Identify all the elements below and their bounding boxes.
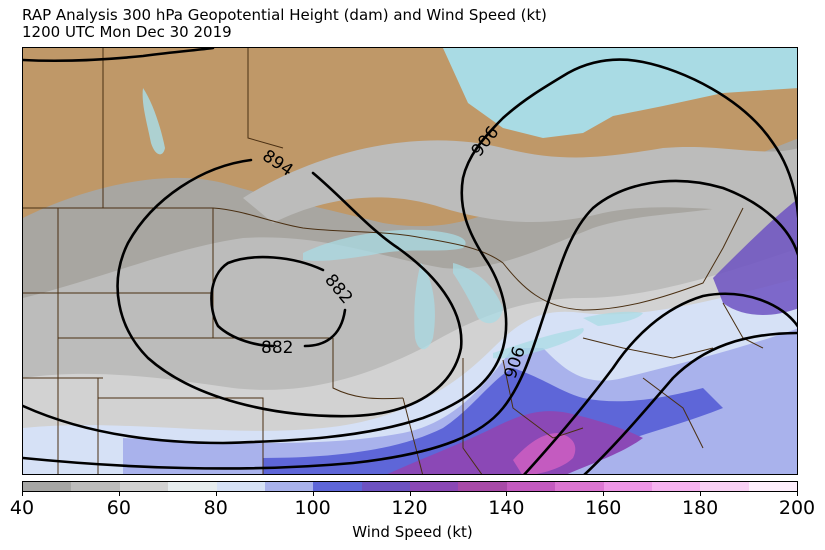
lake-winnipeg: [142, 88, 165, 155]
hudson-bay-water: [443, 48, 797, 138]
colorbar-ticks: 40 60 80 100 120 140 160 180 200: [10, 492, 815, 522]
colorbar-bin: [410, 482, 459, 491]
colorbar-bin: [361, 482, 410, 491]
title-line-2: 1200 UTC Mon Dec 30 2019: [22, 23, 232, 41]
colorbar-bin: [216, 482, 265, 491]
colorbar-tick-label: 80: [203, 497, 228, 519]
colorbar-label: Wind Speed (kt): [352, 523, 473, 541]
colorbar-tick-label: 160: [585, 497, 622, 519]
colorbar-bin: [119, 482, 169, 491]
state-line-vertical-4: [332, 338, 404, 400]
lake-huron: [453, 263, 503, 324]
contour-906-south: [23, 179, 797, 470]
colorbar-bin: [700, 482, 749, 491]
colorbar-tick-mark: [797, 492, 798, 496]
contour-906-west: [23, 58, 797, 445]
wind-speed-fill: [23, 138, 797, 474]
state-line-east-5: [642, 377, 704, 449]
lake-superior: [303, 229, 466, 261]
colorbar-tick-mark: [506, 492, 508, 496]
wind-north-jet: [243, 140, 797, 223]
contour-882-lower: [303, 308, 347, 348]
contour-southeast: [583, 331, 797, 474]
colorbar-tick-label: 200: [778, 497, 816, 519]
contour-label-882-b: 882: [261, 338, 293, 358]
wind-120-band: [387, 411, 643, 474]
contour-top-left: [23, 48, 215, 63]
colorbar-tick-label: 40: [9, 497, 35, 519]
colorbar-bin: [458, 482, 507, 491]
colorbar-bin: [23, 482, 72, 491]
us-canada-border: [23, 207, 744, 311]
colorbar-tick-mark: [409, 492, 411, 496]
lake-ontario: [583, 311, 643, 326]
title-line-1: RAP Analysis 300 hPa Geopotential Height…: [22, 6, 547, 24]
map-canvas: 894 882 882 906 906: [23, 48, 797, 474]
state-line-east-4: [582, 337, 714, 359]
colorbar-bin: [264, 482, 314, 491]
state-line-east-1: [402, 397, 424, 474]
colorbar-tick-mark: [700, 492, 702, 496]
colorbar-tick-label: 60: [106, 497, 131, 519]
contour-labels: 894 882 882 906 906: [259, 123, 530, 381]
colorbar-tick-mark: [118, 492, 120, 496]
state-line-east-2: [462, 358, 483, 474]
map-panel: 894 882 882 906 906: [22, 47, 798, 475]
colorbar-bin: [313, 482, 362, 491]
colorbar-bin: [555, 482, 604, 491]
contour-east: [523, 292, 797, 474]
colorbar-bin: [651, 482, 701, 491]
colorbar-tick-mark: [603, 492, 605, 496]
colorbar-tick-label: 180: [681, 497, 719, 519]
wind-speed-colorbar: [22, 481, 798, 492]
height-contours: [23, 48, 797, 474]
colorbar-tick-mark: [312, 492, 314, 496]
state-line-east-3: [502, 359, 584, 439]
wind-east-jet: [713, 199, 797, 315]
colorbar-bin: [168, 482, 217, 491]
contour-882: [210, 255, 325, 348]
canada-province-line-2: [247, 48, 284, 149]
colorbar-tick-mark: [215, 492, 217, 496]
colorbar-tick-label: 100: [294, 497, 331, 519]
lake-erie: [493, 328, 584, 359]
colorbar-bin: [506, 482, 556, 491]
colorbar-bin: [748, 482, 797, 491]
colorbar-tick-label: 140: [488, 497, 525, 519]
colorbar-tick-label: 120: [391, 497, 428, 519]
wind-100-band: [263, 368, 723, 474]
political-borders: [23, 48, 764, 474]
state-line-horizontal-4: [98, 397, 264, 474]
lake-michigan: [414, 263, 435, 350]
colorbar-bin: [603, 482, 652, 491]
map-title: RAP Analysis 300 hPa Geopotential Height…: [22, 7, 547, 41]
colorbar-tick-mark: [22, 492, 23, 496]
colorbar-bin: [71, 482, 120, 491]
contour-894: [116, 158, 463, 418]
